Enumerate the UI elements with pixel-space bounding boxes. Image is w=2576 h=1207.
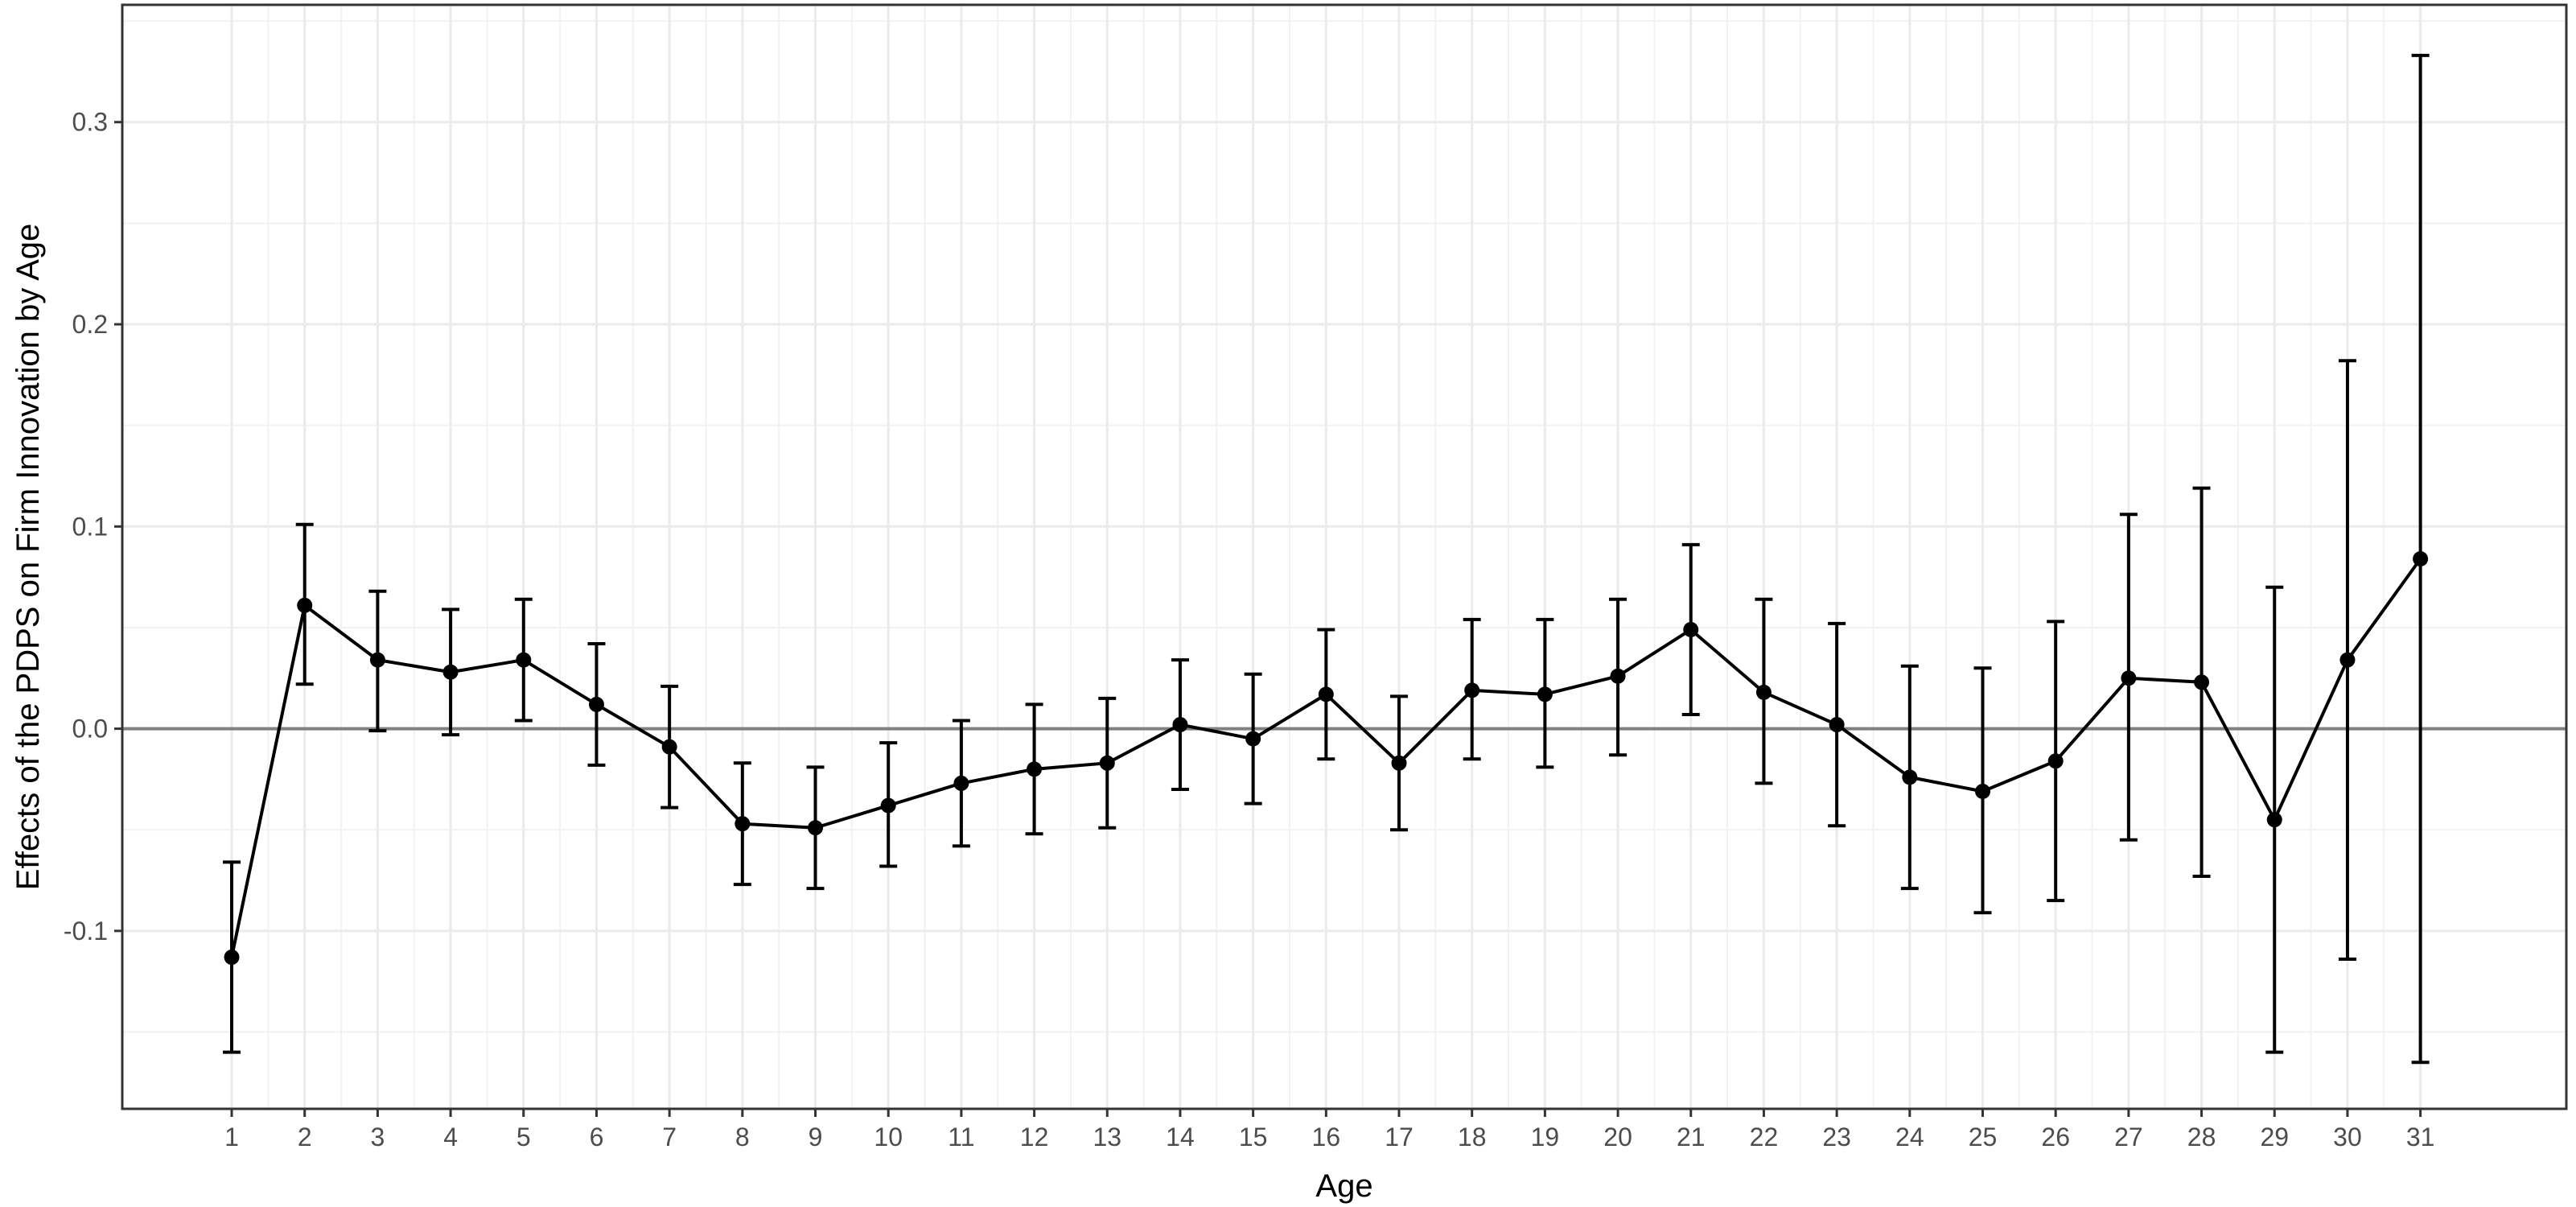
data-point xyxy=(1172,717,1188,733)
data-point xyxy=(2047,753,2064,769)
data-point xyxy=(880,797,896,814)
data-point xyxy=(1537,686,1553,702)
data-point xyxy=(808,820,824,836)
y-tick-label: 0.0 xyxy=(72,715,108,744)
data-point xyxy=(2194,674,2210,690)
x-axis-title: Age xyxy=(1315,1168,1372,1204)
panel-border xyxy=(121,3,2568,1110)
data-point xyxy=(1391,755,1407,771)
data-point xyxy=(1683,621,1699,637)
x-tick-label: 3 xyxy=(371,1123,385,1151)
data-point xyxy=(953,775,969,791)
data-point xyxy=(2413,551,2429,567)
x-tick-label: 2 xyxy=(298,1123,312,1151)
data-point xyxy=(1610,668,1626,684)
x-tick-label: 22 xyxy=(1750,1123,1779,1151)
x-tick-label: 7 xyxy=(662,1123,677,1151)
y-tick-label: 0.2 xyxy=(72,310,108,339)
data-point xyxy=(2266,812,2282,828)
minor-gridlines xyxy=(122,5,2566,1109)
major-gridlines xyxy=(122,5,2566,1109)
data-point xyxy=(1318,686,1334,702)
x-tick-label: 1 xyxy=(224,1123,239,1151)
x-tick-label: 19 xyxy=(1531,1123,1560,1151)
x-tick-label: 12 xyxy=(1020,1123,1049,1151)
data-point xyxy=(2121,670,2137,686)
x-tick-label: 29 xyxy=(2260,1123,2289,1151)
x-tick-label: 28 xyxy=(2187,1123,2216,1151)
x-tick-label: 27 xyxy=(2114,1123,2143,1151)
x-tick-label: 13 xyxy=(1093,1123,1121,1151)
x-tick-label: 20 xyxy=(1603,1123,1632,1151)
x-tick-labels: 1 2 3 4 5 6 7 8 9 10 11 12 13 14 15 16 17 18 19 20 21 22 23 24 2… xyxy=(224,1123,2434,1151)
x-tick-label: 15 xyxy=(1239,1123,1268,1151)
data-point xyxy=(1464,682,1480,698)
data-point xyxy=(2339,652,2356,668)
y-tick-label: -0.1 xyxy=(64,917,108,945)
x-tick-label: 17 xyxy=(1385,1123,1414,1151)
data-point xyxy=(297,597,313,613)
x-tick-label: 10 xyxy=(874,1123,903,1151)
axis-ticks xyxy=(114,121,2422,1117)
data-point xyxy=(1099,755,1115,771)
y-tick-label: 0.1 xyxy=(72,512,108,541)
data-point xyxy=(369,652,385,668)
x-tick-label: 24 xyxy=(1895,1123,1924,1151)
x-tick-label: 31 xyxy=(2406,1123,2435,1151)
data-point xyxy=(224,950,240,966)
x-tick-label: 5 xyxy=(516,1123,531,1151)
x-tick-label: 21 xyxy=(1677,1123,1706,1151)
x-tick-label: 26 xyxy=(2041,1123,2070,1151)
data-point xyxy=(1027,761,1043,777)
x-tick-label: 6 xyxy=(590,1123,604,1151)
data-point xyxy=(735,816,751,832)
x-tick-label: 16 xyxy=(1312,1123,1341,1151)
x-tick-label: 14 xyxy=(1166,1123,1195,1151)
x-tick-label: 8 xyxy=(735,1123,750,1151)
data-points xyxy=(224,551,2429,966)
data-point xyxy=(442,664,459,680)
data-point xyxy=(1829,717,1845,733)
data-point xyxy=(588,696,604,712)
data-point xyxy=(1755,684,1772,700)
x-tick-label: 4 xyxy=(443,1123,458,1151)
y-tick-labels: -0.1 0.0 0.1 0.2 0.3 xyxy=(64,108,108,945)
x-tick-label: 30 xyxy=(2333,1123,2362,1151)
x-tick-label: 23 xyxy=(1822,1123,1851,1151)
y-tick-label: 0.3 xyxy=(72,108,108,137)
x-tick-label: 18 xyxy=(1458,1123,1487,1151)
data-point xyxy=(1245,731,1261,747)
data-point xyxy=(661,739,677,755)
data-point xyxy=(1975,783,1991,799)
data-point xyxy=(516,652,532,668)
x-tick-label: 9 xyxy=(809,1123,823,1151)
x-tick-label: 11 xyxy=(948,1123,974,1151)
x-tick-label: 25 xyxy=(1969,1123,1998,1151)
data-point xyxy=(1902,769,1918,785)
y-axis-title: Effects of the PDPS on Firm Innovation b… xyxy=(10,224,46,891)
